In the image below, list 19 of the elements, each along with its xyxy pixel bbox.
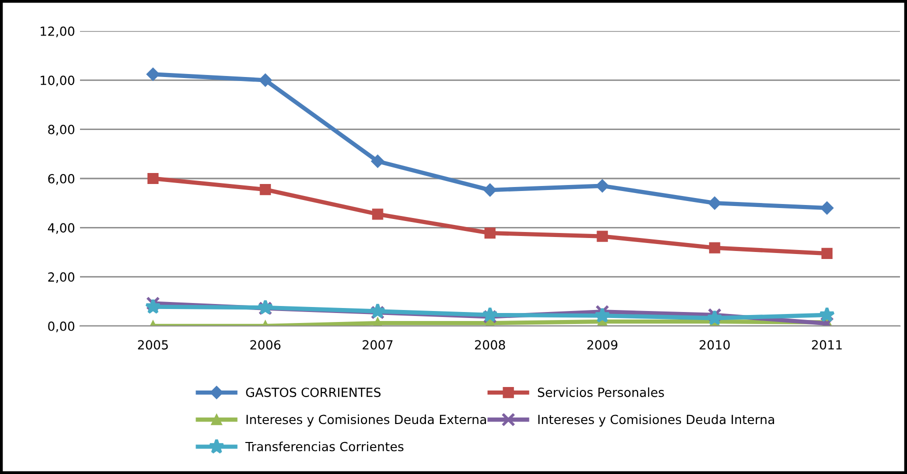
x-tick-label: 2005 bbox=[138, 340, 168, 350]
y-tick-label: 4,00 bbox=[48, 223, 74, 234]
x-tick-label: 2011 bbox=[812, 340, 842, 350]
legend-label: Intereses y Comisiones Deuda Externa bbox=[246, 414, 486, 427]
y-tick-label: 12,00 bbox=[40, 26, 74, 38]
x-tick-label: 2007 bbox=[362, 340, 393, 350]
y-tick-label: 10,00 bbox=[40, 76, 74, 86]
legend-label: GASTOS CORRIENTES bbox=[246, 388, 381, 398]
legend-label: Transferencias Corrientes bbox=[245, 442, 404, 452]
x-tick-label: 2006 bbox=[250, 340, 280, 350]
x-tick-label: 2008 bbox=[475, 340, 506, 350]
x-tick-label: 2010 bbox=[700, 340, 730, 350]
legend-label: Servicios Personales bbox=[538, 387, 664, 398]
y-tick-label: 6,00 bbox=[48, 174, 74, 185]
legend-label: Intereses y Comisiones Deuda Interna bbox=[538, 414, 774, 427]
y-tick-label: 2,00 bbox=[48, 272, 74, 284]
y-tick-label: 8,00 bbox=[48, 124, 74, 136]
x-tick-label: 2009 bbox=[587, 340, 618, 350]
y-tick-label: 0,00 bbox=[48, 321, 74, 332]
